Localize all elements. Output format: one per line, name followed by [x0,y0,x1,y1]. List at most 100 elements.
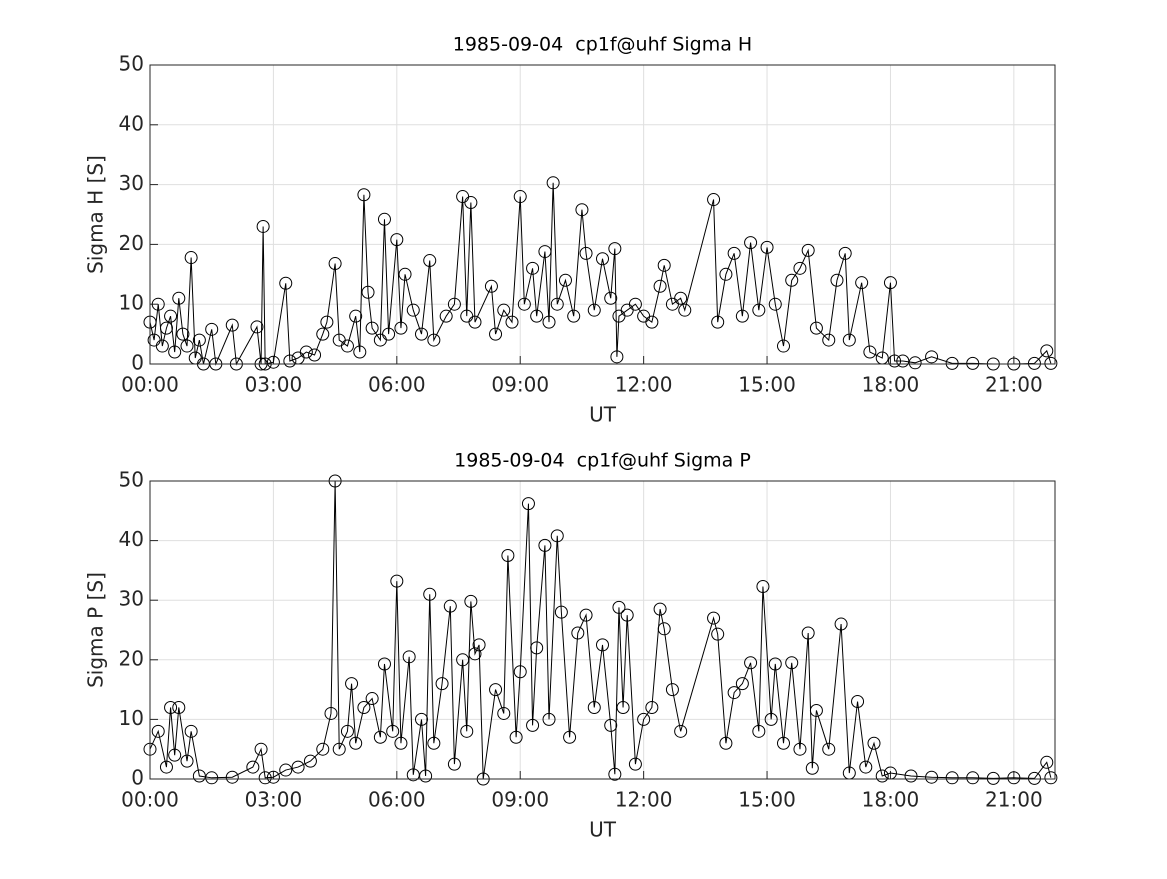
data-point [863,345,877,359]
axes-box [149,480,1056,780]
x-tick-label: 18:00 [862,373,920,397]
data-point [246,760,260,774]
data-point [768,657,782,671]
data-point [645,700,659,714]
x-tick-label: 15:00 [738,373,796,397]
data-point [402,650,416,664]
y-axis-label: Sigma H [S] [84,155,108,274]
data-point [538,245,552,259]
data-point [904,769,918,783]
data-point [159,760,173,774]
x-tick-label: 12:00 [615,373,673,397]
y-tick-label: 0 [131,766,144,790]
data-point [184,724,198,738]
data-point [172,700,186,714]
data-point [875,769,889,783]
data-point [427,736,441,750]
data-point [258,771,272,785]
data-point [945,771,959,785]
data-point [192,769,206,783]
data-point [896,354,910,368]
data-point [439,309,453,323]
data-point [830,273,844,287]
data-point [427,333,441,347]
data-point [390,574,404,588]
data-point [587,303,601,317]
data-point [279,763,293,777]
data-point [172,291,186,305]
data-point [345,677,359,691]
plot-area [150,65,1055,364]
data-point [349,309,363,323]
data-point [447,297,461,311]
data-point [164,700,178,714]
x-tick-label: 00:00 [121,373,179,397]
data-point [513,665,527,679]
data-point [316,742,330,756]
data-point [159,321,173,335]
data-point [501,549,515,562]
data-point [398,267,412,281]
data-point [509,730,523,744]
data-point [735,309,749,323]
data-point [377,212,391,226]
data-point [859,760,873,774]
chart-title: 1985-09-04 cp1f@uhf Sigma P [454,450,751,472]
y-tick-label: 50 [119,468,144,492]
data-point [184,251,198,265]
subplot: 0 10 20 30 40 50 00:00 03:00 06:00 09:00 12:00 15:0… [84,450,1058,842]
data-point [423,254,437,268]
x-tick-label: 00:00 [121,788,179,812]
data-point [735,677,749,691]
x-axis-label: UT [589,818,617,842]
data-point [151,724,165,738]
y-tick-label: 50 [119,52,144,76]
data-point [526,718,540,732]
x-tick-label: 03:00 [245,788,303,812]
axes-box [149,64,1056,365]
data-point [805,761,819,775]
data-point [394,321,408,335]
x-tick-label: 06:00 [368,788,426,812]
data-point [1040,755,1054,769]
data-point [526,261,540,275]
data-point [604,291,618,305]
data-point [406,303,420,317]
data-point [357,700,371,714]
x-tick-label: 21:00 [985,373,1043,397]
data-point [908,356,922,370]
x-tick-label: 18:00 [862,788,920,812]
data-point [711,627,725,641]
y-tick-label: 10 [119,291,144,315]
chart-title: 1985-09-04 cp1f@uhf Sigma H [453,34,752,56]
y-tick-label: 30 [119,171,144,195]
x-tick-label: 03:00 [245,373,303,397]
data-point [497,303,511,317]
data-point [608,242,622,256]
y-tick-label: 0 [131,351,144,375]
data-point [719,736,733,750]
data-point [834,617,848,631]
data-point [308,348,322,362]
data-point [768,297,782,311]
data-point [785,273,799,287]
data-point [435,677,449,691]
data-point [164,309,178,323]
data-point [752,724,766,738]
data-point [266,355,280,369]
data-point [542,712,556,726]
data-point [423,587,437,601]
data-point [571,626,585,640]
data-point [567,309,581,323]
data-point [386,724,400,738]
data-point [377,657,391,671]
data-point [328,257,342,271]
y-tick-label: 30 [119,587,144,611]
data-point [447,757,461,771]
data-point [538,538,552,552]
data-point [925,770,939,784]
data-point [822,742,836,756]
data-point [801,626,815,640]
data-point [579,246,593,260]
y-tick-label: 40 [119,527,144,551]
